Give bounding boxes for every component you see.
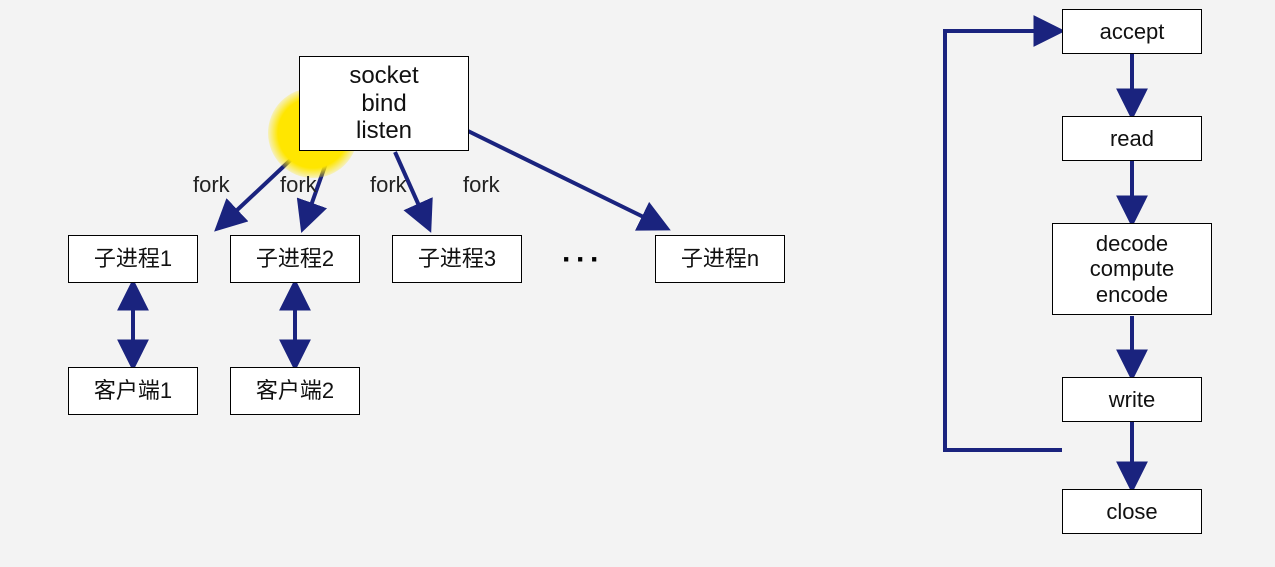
node-write: write [1062, 377, 1202, 422]
node-client2: 客户端2 [230, 367, 360, 415]
node-text-line: 子进程2 [256, 246, 334, 271]
node-text-line: encode [1096, 282, 1168, 307]
node-child3: 子进程3 [392, 235, 522, 283]
node-text-line: 客户端2 [256, 378, 334, 403]
node-socket: socketbindlisten [299, 56, 469, 151]
node-text-line: listen [356, 117, 412, 145]
diagram-canvas: socketbindlisten 子进程1 子进程2 子进程3 子进程n 客户端1 客户端2… [0, 0, 1275, 567]
node-text-line: accept [1100, 19, 1165, 44]
node-decode: decodecomputeencode [1052, 223, 1212, 315]
node-text-line: 客户端1 [94, 378, 172, 403]
node-text-line: socket [349, 62, 418, 90]
node-close: close [1062, 489, 1202, 534]
edge-label-fork: fork [370, 172, 407, 198]
node-text-line: bind [361, 90, 406, 118]
edge-label-fork: fork [193, 172, 230, 198]
node-text-line: compute [1090, 256, 1174, 281]
node-client1: 客户端1 [68, 367, 198, 415]
node-child1: 子进程1 [68, 235, 198, 283]
edge-label-fork: fork [280, 172, 317, 198]
node-accept: accept [1062, 9, 1202, 54]
node-text-line: close [1106, 499, 1157, 524]
node-read: read [1062, 116, 1202, 161]
ellipsis: ··· [562, 243, 604, 277]
node-text-line: 子进程3 [418, 246, 496, 271]
edge-write-to-accept [945, 31, 1062, 450]
node-child2: 子进程2 [230, 235, 360, 283]
node-childn: 子进程n [655, 235, 785, 283]
node-text-line: read [1110, 126, 1154, 151]
node-text-line: decode [1096, 231, 1168, 256]
node-text-line: write [1109, 387, 1155, 412]
edge-label-fork: fork [463, 172, 500, 198]
node-text-line: 子进程1 [94, 246, 172, 271]
node-text-line: 子进程n [681, 246, 759, 271]
